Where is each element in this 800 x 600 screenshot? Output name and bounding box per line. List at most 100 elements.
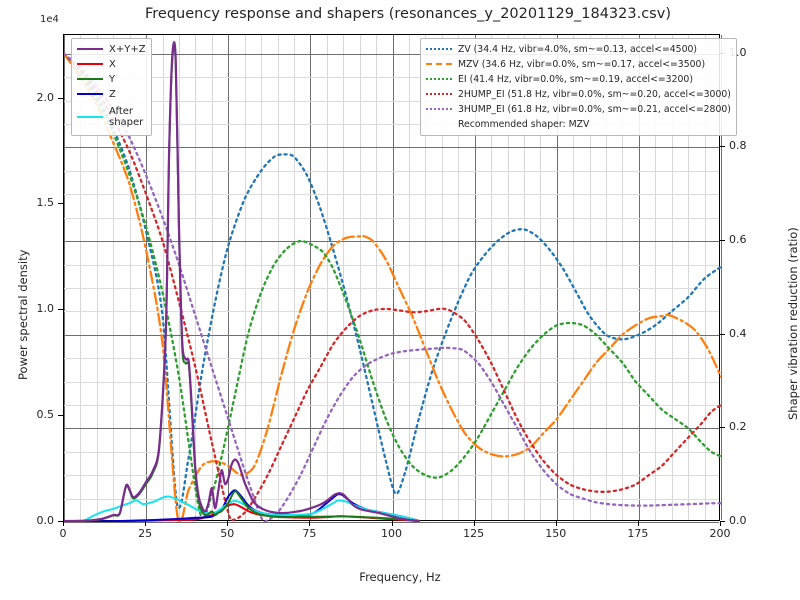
x-axis-label: Frequency, Hz (359, 570, 441, 584)
gridline-vertical (392, 35, 394, 520)
gridline-horizontal (64, 451, 719, 453)
legend-shaper-item[interactable]: MZV (34.6 Hz, vibr=0.0%, sm~=0.17, accel… (426, 57, 731, 72)
x-tick-125: 125 (463, 527, 485, 540)
shaper-curve-ei (64, 52, 721, 519)
x-tick-200: 200 (709, 527, 731, 540)
shaper-curve-3hump_ei (64, 52, 721, 522)
legend-shaper-label: Recommended shaper: MZV (458, 119, 590, 130)
legend-axes: X+Y+Z X Y Z After shaper (71, 38, 152, 136)
legend-swatch (426, 44, 452, 55)
gridline-vertical (129, 35, 131, 520)
gridline-vertical (638, 35, 640, 520)
gridline-vertical (244, 35, 246, 520)
y-tick-right-0.6: 0.6 (729, 233, 747, 247)
legend-axis-item[interactable]: X+Y+Z (77, 42, 146, 57)
gridline-horizontal (64, 170, 719, 172)
gridline-vertical (721, 35, 722, 520)
y-tick-left-0.5: 0.5 (36, 408, 55, 422)
legend-axis-label: X+Y+Z (109, 44, 146, 55)
legend-shaper-label: 2HUMP_EI (51.8 Hz, vibr=0.0%, sm~=0.20, … (458, 89, 731, 100)
legend-axis-item[interactable]: Y (77, 72, 146, 87)
plot-curves (64, 41, 721, 522)
y-tick-right-0.8: 0.8 (729, 139, 747, 153)
x-tick-mark (391, 521, 393, 526)
x-tick-mark (555, 521, 557, 526)
chart-title: Frequency response and shapers (resonanc… (145, 6, 671, 22)
gridline-vertical (343, 35, 345, 520)
shaper-curve-zv (64, 52, 721, 509)
y-tick-mark-left (58, 521, 63, 522)
x-tick-50: 50 (220, 527, 235, 540)
gridline-horizontal (64, 217, 719, 219)
gridline-vertical (474, 35, 476, 520)
y-tick-mark-right (720, 333, 725, 335)
legend-swatch (426, 59, 452, 70)
legend-shaper-item[interactable]: 2HUMP_EI (51.8 Hz, vibr=0.0%, sm~=0.20, … (426, 87, 731, 102)
gridline-vertical (671, 35, 673, 520)
legend-swatch-none (426, 119, 452, 130)
shaper-curve-2hump_ei (64, 52, 721, 522)
gridline-horizontal (64, 334, 719, 336)
legend-shaper-label: 3HUMP_EI (61.8 Hz, vibr=0.0%, sm~=0.21, … (458, 104, 731, 115)
legend-axis-item[interactable]: Z (77, 87, 146, 102)
legend-swatch (426, 74, 452, 85)
gridline-vertical (261, 35, 263, 520)
x-tick-150: 150 (545, 527, 567, 540)
y-tick-left-2.0: 2.0 (36, 90, 55, 104)
y-tick-mark-left (58, 415, 63, 417)
legend-shaper-item[interactable]: ZV (34.4 Hz, vibr=4.0%, sm~=0.13, accel<… (426, 42, 731, 57)
x-tick-mark (145, 521, 147, 526)
gridline-horizontal (64, 498, 719, 500)
x-tick-mark (227, 521, 229, 526)
y-tick-mark-right (720, 521, 725, 522)
y-tick-right-0.4: 0.4 (729, 326, 747, 340)
y-tick-mark-left (58, 97, 63, 99)
shaper-curve-mzv (64, 52, 721, 522)
legend-swatch (426, 89, 452, 100)
gridline-horizontal (64, 53, 719, 55)
gridline-vertical (523, 35, 525, 520)
legend-swatch (77, 44, 103, 55)
psd-curve-x-y-z (64, 41, 420, 522)
gridline-horizontal (64, 77, 719, 79)
legend-axis-label: Z (109, 89, 116, 100)
gridline-vertical (113, 35, 115, 520)
legend-swatch (426, 104, 452, 115)
legend-axis-item[interactable]: After shaper (77, 102, 146, 132)
gridline-horizontal (64, 358, 719, 360)
gridline-vertical (441, 35, 443, 520)
psd-curve-after-shaper (64, 495, 420, 522)
x-tick-mark (309, 521, 311, 526)
gridline-vertical (606, 35, 607, 520)
legend-shaper-label: EI (41.4 Hz, vibr=0.0%, sm~=0.19, accel<… (458, 74, 693, 85)
gridline-vertical (540, 35, 542, 520)
x-tick-100: 100 (381, 527, 402, 540)
gridline-vertical (688, 35, 690, 520)
gridline-horizontal (64, 100, 719, 102)
gridline-horizontal (64, 194, 719, 196)
x-tick-mark (63, 521, 64, 526)
x-tick-mark (473, 521, 475, 526)
gridline-horizontal (64, 147, 719, 149)
y-axis-offset-label: 1e4 (40, 14, 59, 25)
y-tick-right-0.0: 0.0 (729, 514, 747, 527)
legend-shaper-label: ZV (34.4 Hz, vibr=4.0%, sm~=0.13, accel<… (458, 44, 698, 55)
gridline-vertical (162, 35, 164, 520)
x-tick-mark (720, 521, 721, 526)
y-tick-left-1.5: 1.5 (36, 196, 55, 210)
x-tick-75: 75 (302, 527, 317, 540)
y-tick-mark-left (58, 203, 63, 205)
x-tick-25: 25 (138, 527, 153, 540)
legend-swatch (77, 112, 103, 123)
gridline-vertical (277, 35, 279, 520)
legend-shaper-item[interactable]: Recommended shaper: MZV (426, 117, 731, 132)
legend-axis-item[interactable]: X (77, 57, 146, 72)
gridline-horizontal (64, 475, 719, 477)
gridline-vertical (425, 35, 427, 520)
legend-shaper-item[interactable]: EI (41.4 Hz, vibr=0.0%, sm~=0.19, accel<… (426, 72, 731, 87)
legend-shaper-item[interactable]: 3HUMP_EI (61.8 Hz, vibr=0.0%, sm~=0.21, … (426, 102, 731, 117)
legend-shaper-label: MZV (34.6 Hz, vibr=0.0%, sm~=0.17, accel… (458, 59, 706, 70)
gridline-vertical (359, 35, 361, 520)
gridline-vertical (556, 35, 558, 520)
